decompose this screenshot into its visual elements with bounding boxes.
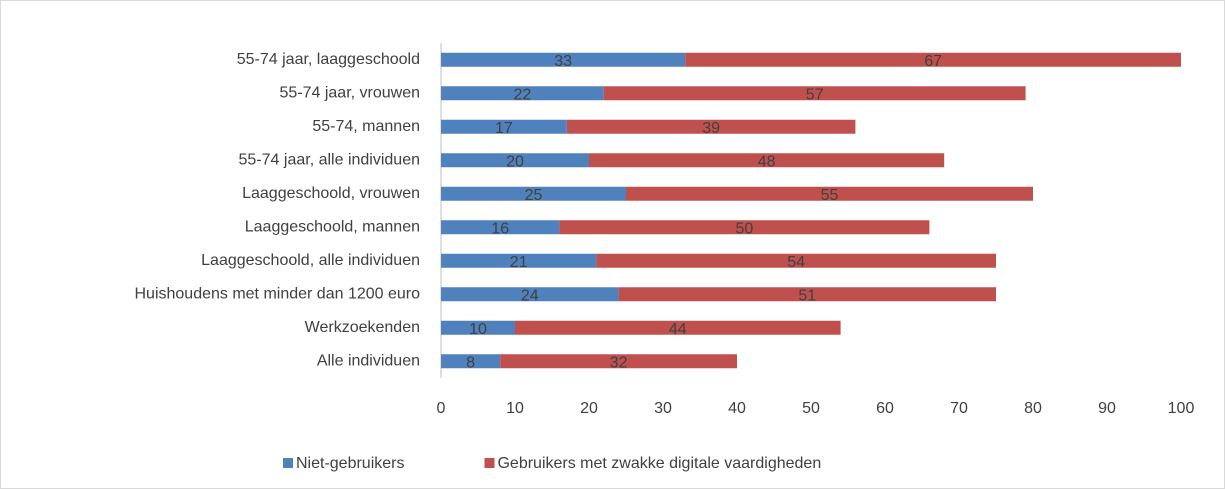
value-label: 44 — [669, 321, 687, 338]
bar-segment — [626, 186, 1033, 201]
legend-label: Niet-gebruikers — [296, 455, 404, 472]
bar-segment — [441, 220, 560, 235]
x-tick-label: 50 — [802, 400, 820, 417]
y-tick-label: 55-74 jaar, alle individuen — [239, 151, 420, 168]
value-label: 55 — [821, 187, 839, 204]
value-label: 33 — [554, 53, 572, 70]
y-tick-label: 55-74 jaar, vrouwen — [279, 84, 420, 101]
bar-segment — [559, 220, 930, 235]
value-label: 57 — [806, 86, 824, 103]
x-tick-label: 100 — [1168, 400, 1195, 417]
y-tick-label: 55-74 jaar, laaggeschoold — [237, 51, 420, 68]
value-label: 50 — [736, 220, 754, 237]
x-tick-label: 80 — [1024, 400, 1042, 417]
y-tick-label: Laaggeschoold, alle individuen — [201, 252, 420, 269]
x-tick-label: 90 — [1098, 400, 1116, 417]
y-tick-label: Werkzoekenden — [305, 319, 420, 336]
bar-segment — [596, 253, 996, 268]
y-tick-label: Huishoudens met minder dan 1200 euro — [134, 285, 420, 302]
y-tick-label: Laaggeschoold, vrouwen — [242, 185, 420, 202]
x-tick-label: 70 — [950, 400, 968, 417]
value-label: 22 — [514, 86, 532, 103]
bar-segment — [441, 86, 604, 101]
legend-swatch — [283, 458, 293, 468]
bar-segment — [441, 287, 619, 302]
value-label: 25 — [525, 187, 543, 204]
value-label: 20 — [506, 153, 524, 170]
legend-label: Gebruikers met zwakke digitale vaardighe… — [497, 455, 821, 472]
bar-segment — [515, 320, 841, 335]
x-tick-label: 30 — [654, 400, 672, 417]
value-label: 10 — [469, 321, 487, 338]
x-tick-label: 60 — [876, 400, 894, 417]
x-tick-label: 20 — [580, 400, 598, 417]
bar-segment — [441, 186, 626, 201]
bar-segment — [441, 253, 597, 268]
value-label: 67 — [924, 53, 942, 70]
value-label: 32 — [610, 354, 628, 371]
bar-segment — [685, 52, 1181, 67]
y-tick-label: Laaggeschoold, mannen — [245, 218, 420, 235]
value-label: 39 — [702, 120, 720, 137]
value-label: 21 — [510, 254, 528, 271]
legend-swatch — [484, 458, 495, 468]
y-tick-label: 55-74, mannen — [312, 118, 420, 135]
value-label: 24 — [521, 287, 539, 304]
value-label: 54 — [787, 254, 805, 271]
bar-segment — [441, 52, 686, 67]
x-tick-label: 0 — [437, 400, 446, 417]
bar-segment — [441, 320, 515, 335]
value-label: 16 — [491, 220, 509, 237]
bar-segment — [603, 86, 1026, 101]
bar-segment — [441, 153, 589, 168]
bar-segment — [500, 354, 737, 369]
value-label: 17 — [495, 120, 513, 137]
bar-segment — [589, 153, 945, 168]
x-tick-label: 10 — [506, 400, 524, 417]
bar-segment — [566, 119, 856, 134]
value-label: 51 — [798, 287, 816, 304]
bar-segment — [618, 287, 996, 302]
value-label: 48 — [758, 153, 776, 170]
bar-segment — [441, 354, 501, 369]
value-label: 8 — [466, 354, 475, 371]
y-tick-label: Alle individuen — [317, 352, 420, 369]
x-tick-label: 40 — [728, 400, 746, 417]
bar-segment — [441, 119, 567, 134]
